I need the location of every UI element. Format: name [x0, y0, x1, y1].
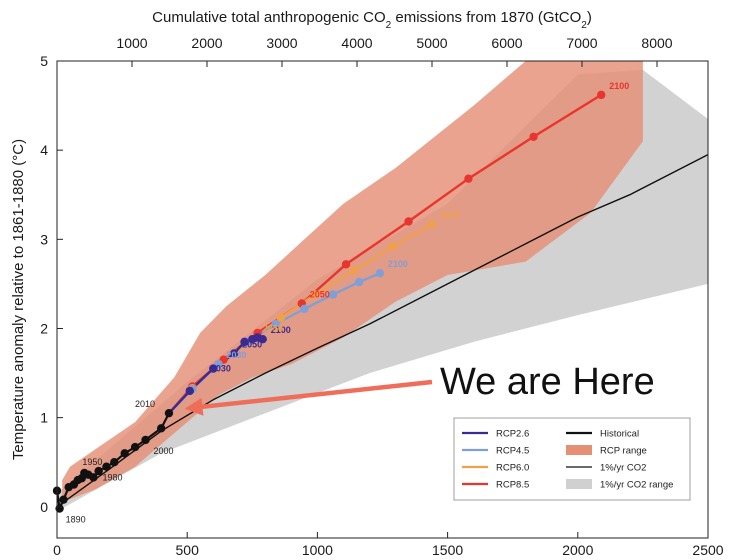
point-label-6: 2050 — [242, 339, 262, 349]
top-tick-label-0: 1000 — [116, 35, 147, 51]
point-label-2: 2100 — [388, 259, 408, 269]
legend-label-0: RCP2.6 — [496, 429, 529, 440]
x-tick-label-5: 2500 — [692, 542, 723, 558]
marker-historical-2 — [59, 495, 68, 504]
y-tick-label-0: 0 — [40, 499, 48, 515]
legend-label-1: Historical — [600, 429, 639, 440]
marker-rcp4-5-5 — [300, 304, 309, 314]
marker-historical-12 — [110, 458, 119, 467]
x-tick-label-4: 2000 — [562, 542, 593, 558]
historical-label-3: 2000 — [154, 446, 174, 456]
y-tick-label-3: 3 — [40, 231, 48, 247]
marker-rcp2-6-1 — [185, 386, 195, 396]
y-tick-label-5: 5 — [40, 53, 48, 69]
point-label-4: 2050 — [310, 290, 330, 300]
top-title-part: ) — [587, 9, 592, 26]
legend-label-3: RCP range — [600, 446, 647, 457]
top-tick-label-7: 8000 — [641, 35, 672, 51]
legend-swatch-3 — [566, 445, 592, 455]
annotation-arrow-head — [184, 397, 204, 416]
point-label-8: 2030 — [226, 350, 246, 360]
top-tick-label-1: 2000 — [191, 35, 222, 51]
marker-rcp4-5-7 — [354, 277, 364, 287]
marker-rcp4-5-4 — [271, 319, 280, 329]
marker-rcp8-5-6 — [404, 217, 413, 226]
legend: RCP2.6 Historical RCP4.5 RCP range RCP6.0 1%/… — [453, 417, 691, 501]
annotation-arrow-shaft — [202, 379, 433, 410]
top-tick-label-5: 6000 — [491, 35, 522, 51]
point-label-7: 2030 — [211, 364, 231, 374]
top-title-part: emissions from 1870 (GtCO — [391, 9, 581, 26]
legend-swatch-7 — [566, 479, 592, 489]
marker-rcp2-6-4 — [240, 337, 249, 347]
point-label-0: 2100 — [609, 81, 629, 91]
y-tick-label-1: 1 — [40, 410, 48, 426]
annotation: We are Here — [184, 361, 655, 416]
top-title-part: Cumulative total anthropogenic CO — [152, 9, 385, 26]
marker-historical-10 — [94, 466, 103, 476]
marker-historical-11 — [102, 462, 111, 471]
top-tick-label-4: 5000 — [416, 35, 447, 51]
top-tick-label-2: 3000 — [266, 35, 297, 51]
legend-label-7: 1%/yr CO2 range — [600, 480, 673, 491]
top-title-subscript: 2 — [386, 20, 392, 31]
x-tick-label-1: 500 — [176, 542, 200, 558]
marker-rcp8-5-5 — [341, 260, 351, 269]
historical-label-1: 1890 — [66, 515, 86, 525]
top-tick-label-3: 4000 — [341, 35, 372, 51]
x-tick-label-0: 0 — [53, 542, 61, 558]
marker-rcp6-0-5 — [310, 290, 319, 299]
historical-label-2: 1980 — [102, 473, 122, 483]
marker-historical-14 — [130, 442, 140, 452]
marker-rcp2-6-2 — [209, 364, 218, 373]
marker-historical-13 — [120, 449, 129, 458]
y-tick-label-2: 2 — [40, 320, 48, 336]
point-label-3: 2100 — [271, 325, 291, 335]
marker-rcp8-5-7 — [464, 174, 473, 183]
annotation-text: We are Here — [440, 361, 655, 403]
marker-rcp8-5-9 — [597, 90, 606, 100]
marker-historical-9 — [89, 473, 98, 482]
plot-frame — [56, 60, 709, 539]
marker-rcp4-5-6 — [328, 290, 338, 299]
marker-rcp6-0-4 — [276, 313, 286, 322]
top-title-subscript: 2 — [581, 20, 587, 31]
x-tick-label-2: 1000 — [302, 542, 333, 558]
rcp-range-band — [62, 61, 643, 503]
marker-historical-15 — [141, 435, 150, 445]
marker-rcp2-6-7 — [258, 334, 267, 344]
legend-label-2: RCP4.5 — [496, 446, 529, 457]
legend-label-4: RCP6.0 — [496, 463, 529, 474]
marker-historical-16 — [156, 424, 166, 433]
marker-rcp4-5-8 — [375, 268, 385, 278]
legend-label-5: 1%/yr CO2 — [600, 463, 646, 474]
marker-rcp8-5-8 — [529, 132, 538, 141]
top-axis-title: Cumulative total anthropogenic CO2 emiss… — [152, 9, 592, 31]
historical-label-0: 1950 — [82, 457, 102, 467]
point-label-5: 2050 — [263, 323, 283, 333]
marker-rcp6-0-7 — [388, 242, 398, 251]
point-label-1: 2100 — [440, 210, 460, 220]
top-tick-label-6: 7000 — [566, 35, 597, 51]
y-axis-title: Temperature anomaly relative to 1861-188… — [10, 139, 27, 460]
marker-rcp6-0-8 — [427, 219, 437, 229]
marker-historical-17 — [164, 408, 174, 418]
historical-label-4: 2010 — [135, 399, 155, 409]
marker-rcp6-0-6 — [349, 266, 359, 275]
legend-label-6: RCP8.5 — [496, 480, 529, 491]
y-tick-label-4: 4 — [40, 142, 48, 158]
marker-rcp2-6-3 — [229, 349, 239, 358]
x-tick-label-3: 1500 — [432, 542, 463, 558]
